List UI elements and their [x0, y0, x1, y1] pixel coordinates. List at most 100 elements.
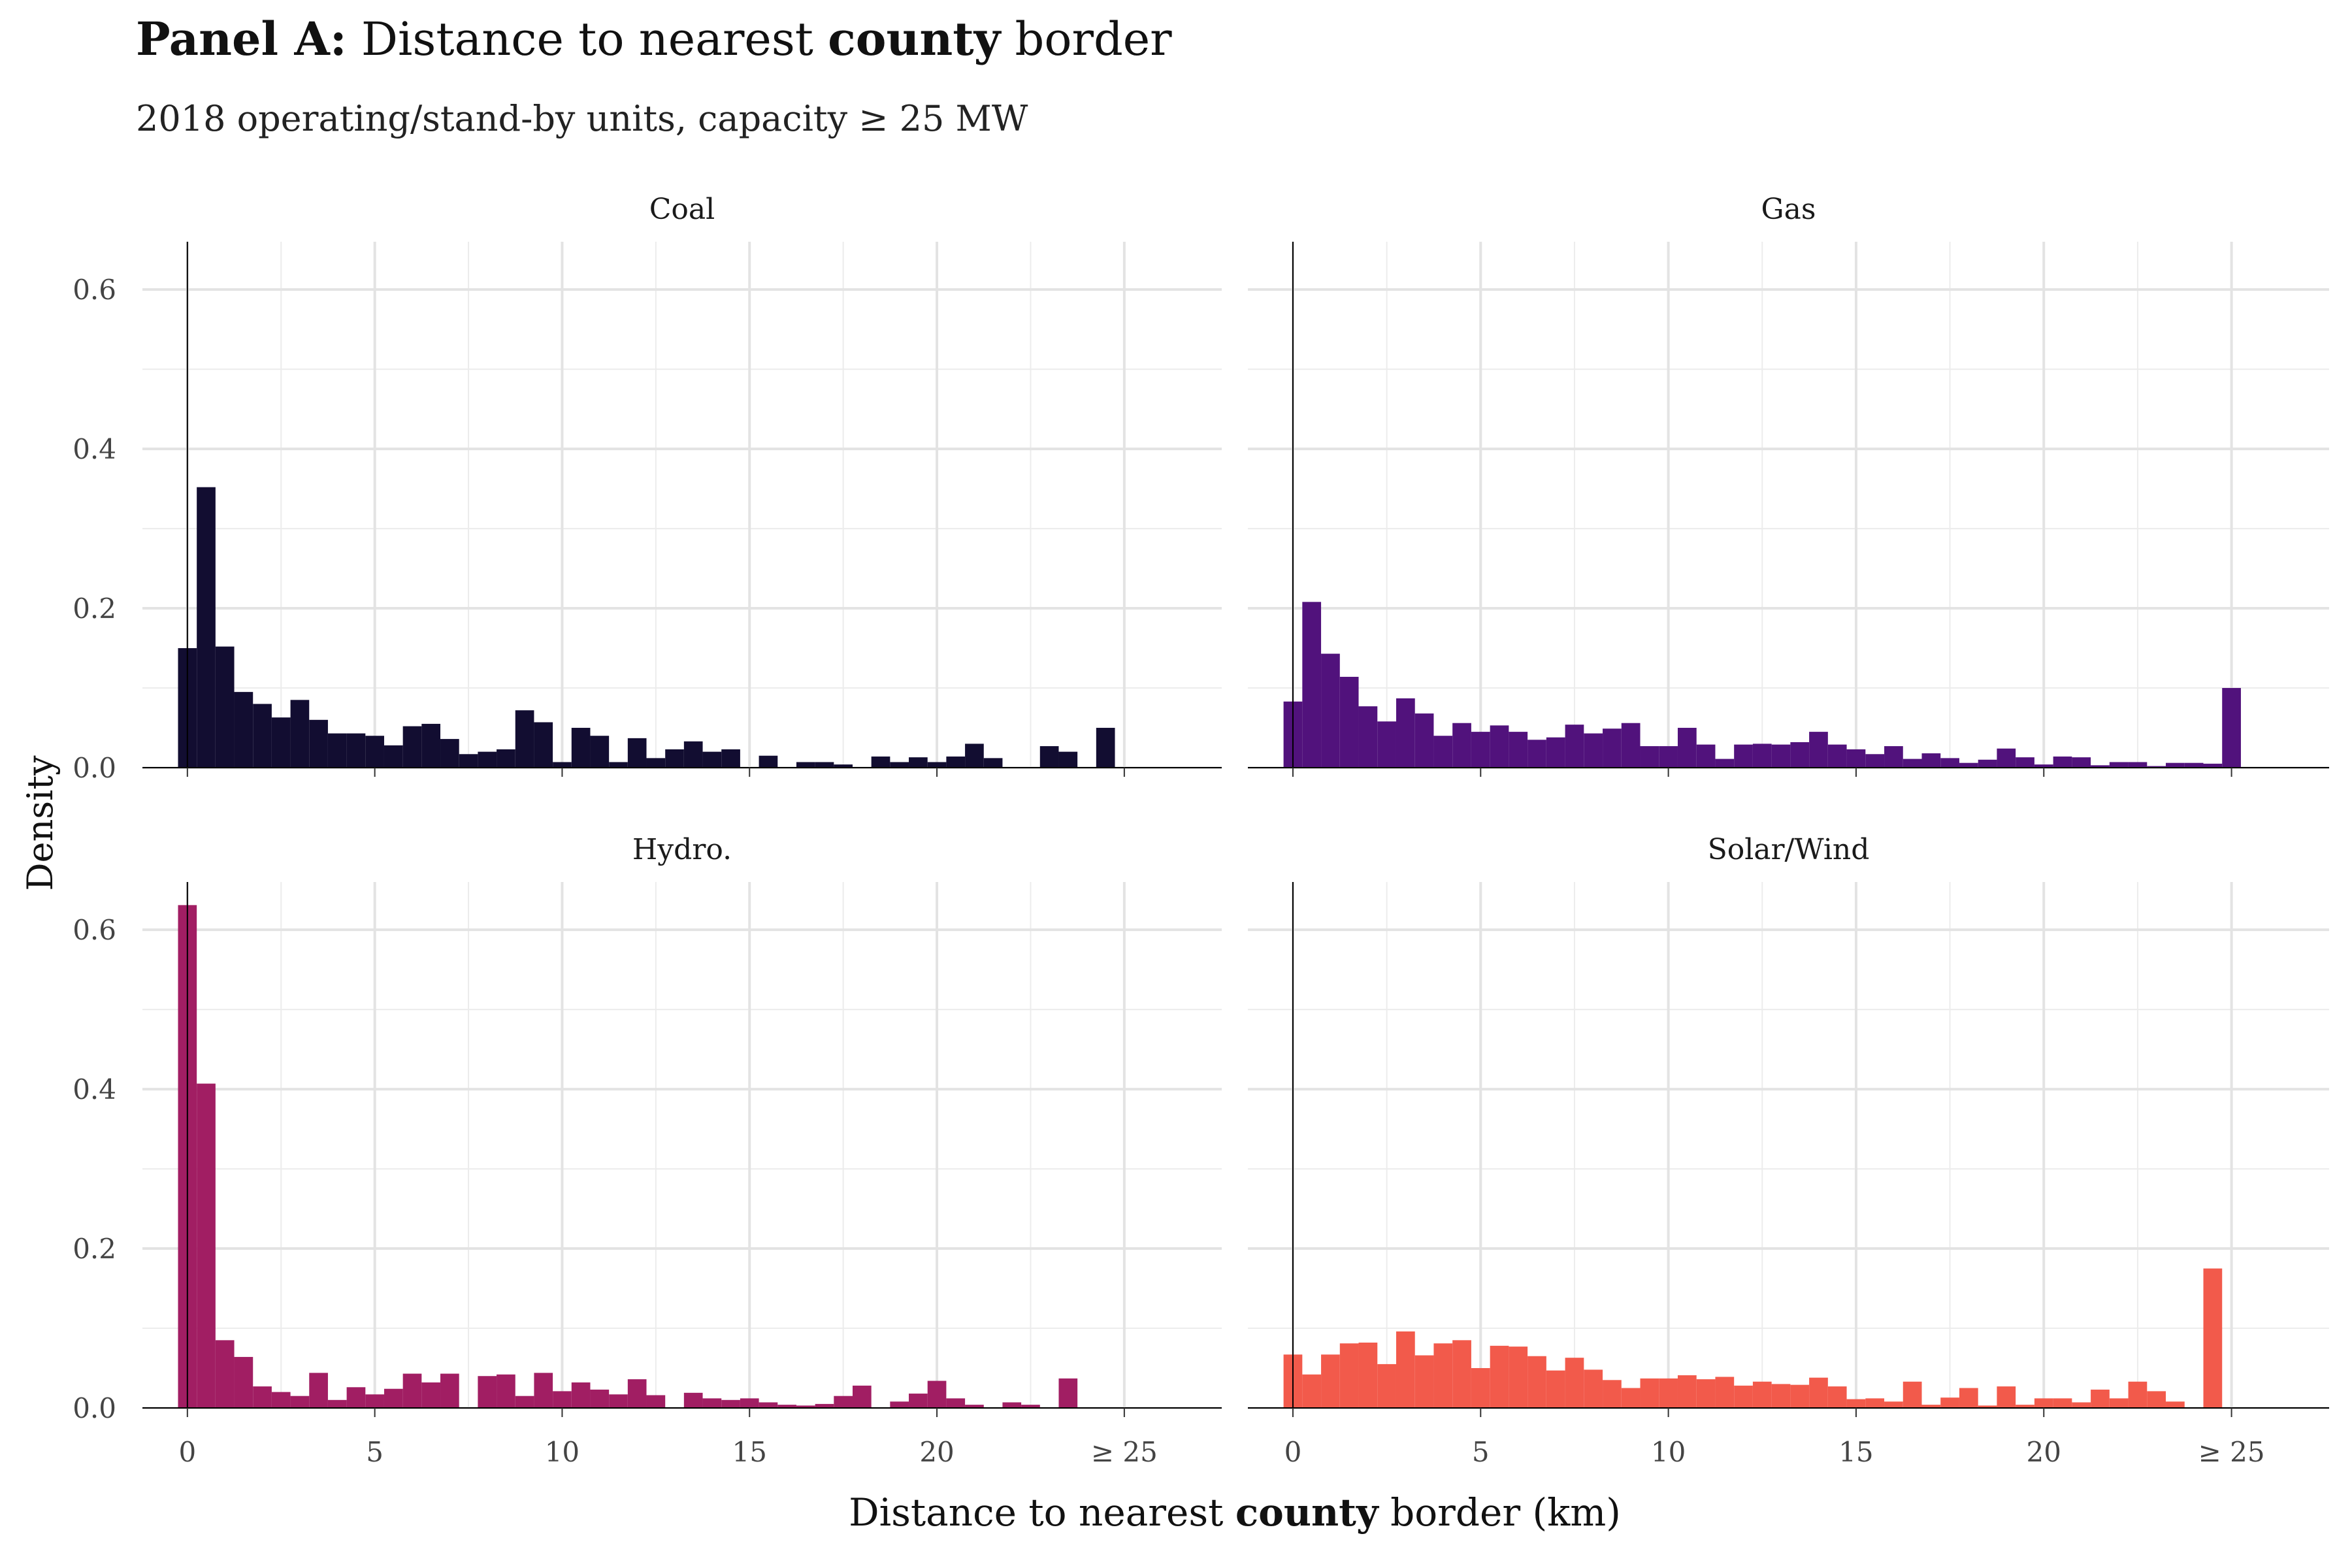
histogram-bar [271, 717, 291, 768]
histogram-bar [309, 719, 328, 768]
y-tick-label: 0.6 [73, 274, 116, 306]
x-tick-label: 10 [545, 1436, 580, 1468]
histogram-bar [1471, 732, 1490, 768]
histogram-bar [2091, 765, 2110, 768]
histogram-bar [1771, 1384, 1791, 1408]
histogram-bar [365, 736, 384, 768]
y-axis-title: Density [20, 755, 61, 891]
histogram-bar [2016, 1405, 2034, 1408]
histogram-bar [215, 646, 235, 768]
histogram-bar [1865, 1398, 1885, 1408]
y-tick-label: 0.4 [73, 1073, 116, 1105]
x-tick-label: 0 [178, 1436, 196, 1468]
histogram-bar [1640, 746, 1659, 768]
title-bold-word: county [828, 12, 1001, 66]
histogram-bar [627, 1379, 647, 1408]
facet-panel-2: Hydro. 0.0 0.2 0.4 0.6 0 5 10 15 20 ≥ 25 [73, 833, 1222, 1468]
histogram-bar [609, 1394, 628, 1408]
histogram-bar [946, 756, 966, 768]
x-axis-title-part2: border (km) [1379, 1490, 1621, 1535]
histogram-bar [497, 1374, 515, 1408]
histogram-bar [1302, 602, 1322, 768]
histogram-bar [1884, 1401, 1903, 1408]
histogram-bar [1377, 721, 1396, 768]
histogram-bar [327, 1399, 347, 1408]
histogram-bar [515, 710, 534, 768]
histogram-bar [1715, 1377, 1735, 1408]
histogram-bar [1377, 1364, 1396, 1408]
histogram-bar [1433, 736, 1453, 768]
histogram-bar [571, 1382, 591, 1408]
histogram-bar [965, 1405, 984, 1408]
histogram-bar [1339, 676, 1359, 768]
histogram-bar [2109, 1398, 2129, 1408]
histogram-bar [815, 1403, 834, 1408]
histogram-bar [1696, 1379, 1716, 1408]
facet-label: Gas [1761, 193, 1816, 226]
x-tick-label: 5 [1472, 1436, 1490, 1468]
histogram-bar [909, 1394, 928, 1408]
histogram-bar [815, 762, 834, 768]
histogram-bar [553, 1391, 572, 1408]
histogram-bar [1921, 753, 1941, 768]
x-tick-label: 5 [366, 1436, 384, 1468]
histogram-bar [1490, 1345, 1509, 1408]
histogram-bar [365, 1394, 384, 1408]
histogram-bar [1903, 759, 1922, 768]
histogram-bar [440, 1373, 459, 1408]
histogram-bar [384, 1388, 403, 1408]
x-axis-title-part1: Distance to nearest [849, 1490, 1235, 1535]
histogram-bar [2203, 1268, 2223, 1408]
title-prefix: Panel A: [136, 12, 347, 66]
histogram-bar [346, 733, 366, 768]
histogram-bar [1903, 1381, 1922, 1408]
histogram-bar [1790, 742, 1810, 768]
histogram-bar [253, 704, 272, 768]
histogram-bar [1659, 746, 1678, 768]
histogram-bar [1846, 1399, 1866, 1408]
histogram-bar [271, 1392, 291, 1408]
histogram-bar [796, 1405, 815, 1408]
y-tick-label: 0.2 [73, 593, 116, 625]
histogram-bar [2016, 757, 2034, 768]
histogram-bar [1452, 1340, 1471, 1408]
histogram-bar [1490, 725, 1509, 768]
histogram-bar [1096, 728, 1115, 768]
histogram-bar [2053, 756, 2072, 768]
histogram-bar [497, 749, 515, 768]
histogram-bar [2034, 1398, 2053, 1408]
histogram-bar [1940, 1397, 1959, 1408]
histogram-bar [1621, 723, 1641, 768]
title-part1: Distance to nearest [361, 12, 813, 66]
histogram-bar [609, 762, 628, 768]
facet-label: Coal [649, 193, 715, 226]
histogram-bar [777, 1405, 796, 1408]
histogram-bar [2128, 1381, 2148, 1408]
histogram-bar [1414, 713, 1434, 768]
x-tick-label: 20 [2027, 1436, 2061, 1468]
histogram-bar [2109, 762, 2129, 768]
x-axis-title: Distance to nearest county border (km) [849, 1490, 1621, 1535]
y-tick-label: 0.0 [73, 1392, 116, 1424]
histogram-bar [1414, 1355, 1434, 1408]
histogram-bar [852, 1385, 872, 1408]
histogram-bar [1959, 762, 1978, 768]
histogram-bar [1884, 746, 1903, 768]
histogram-bar [1584, 1369, 1603, 1408]
histogram-bar [759, 1402, 778, 1408]
y-tick-label: 0.2 [73, 1233, 116, 1265]
histogram-bar [1940, 758, 1959, 768]
histogram-bar [1809, 1377, 1828, 1408]
histogram-bar [1846, 749, 1866, 768]
histogram-bar [309, 1373, 328, 1408]
histogram-bar [1827, 744, 1847, 768]
x-tick-label: 10 [1651, 1436, 1686, 1468]
y-tick-label: 0.0 [73, 752, 116, 784]
histogram-bar [1865, 754, 1885, 768]
histogram-bar [1734, 1385, 1753, 1408]
histogram-bar [2203, 763, 2223, 768]
histogram-bar [1002, 1402, 1022, 1408]
histogram-bar [2072, 757, 2091, 768]
y-tick-label: 0.6 [73, 914, 116, 946]
histogram-bar [1603, 728, 1622, 768]
